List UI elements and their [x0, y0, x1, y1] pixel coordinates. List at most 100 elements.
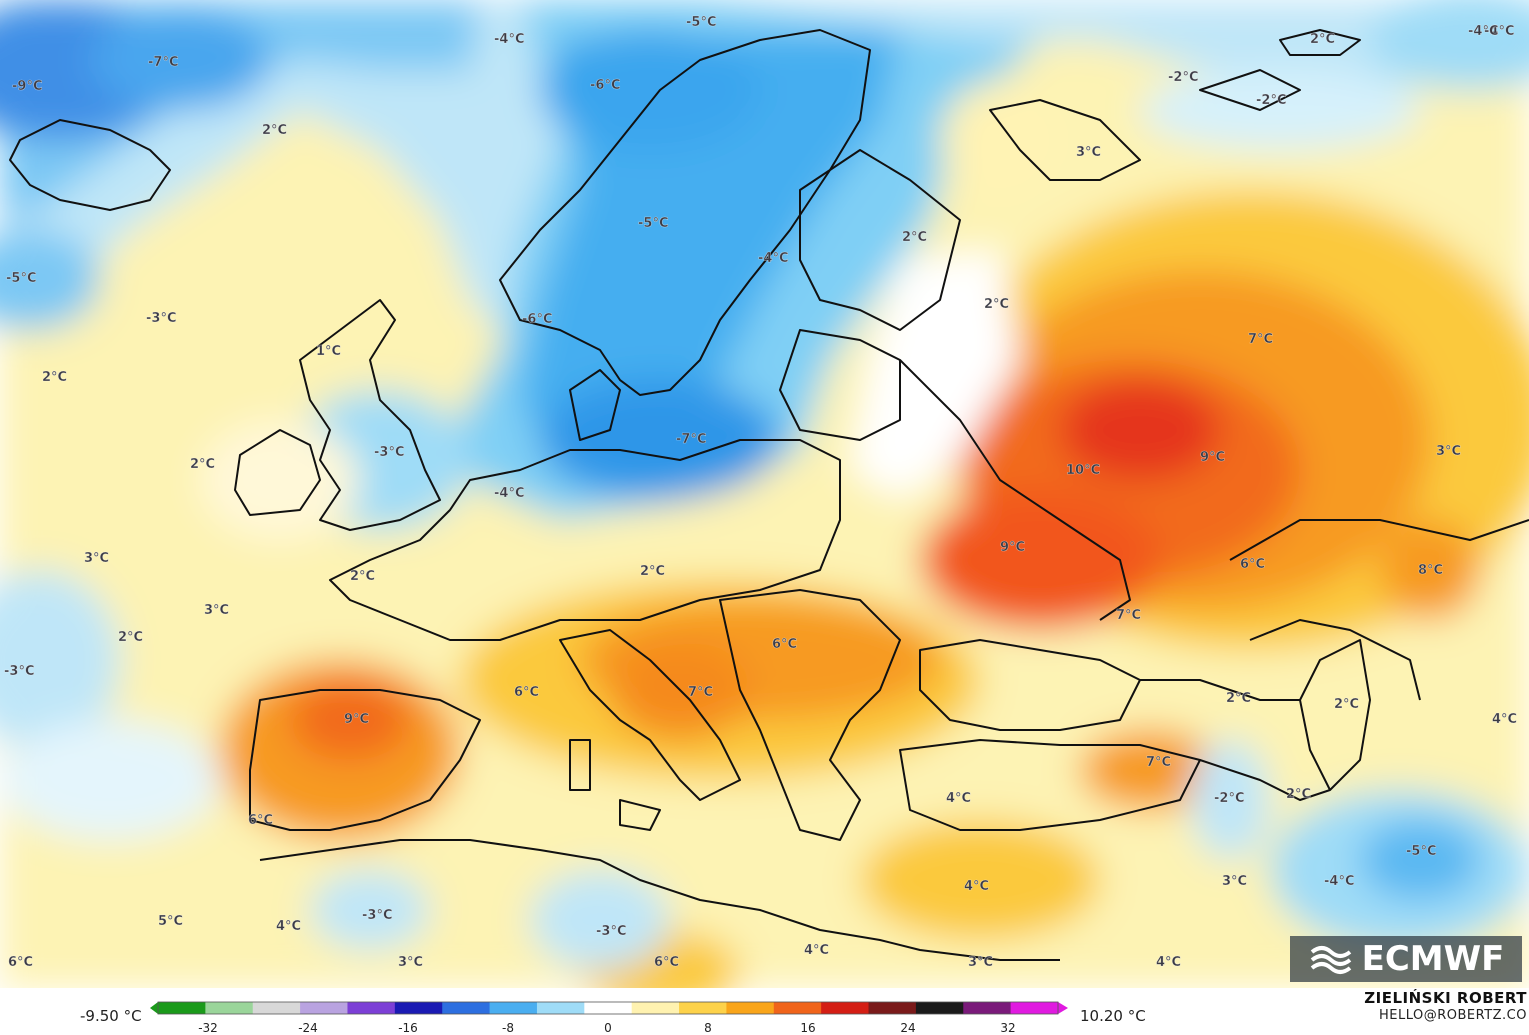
temperature-label: -5°C	[6, 271, 36, 286]
color-scale-segment	[773, 1002, 822, 1014]
color-scale-segment	[915, 1002, 964, 1014]
temperature-label: 2°C	[42, 370, 67, 385]
temperature-label: 9°C	[1000, 540, 1025, 555]
color-scale-tick: -16	[398, 1021, 418, 1035]
color-scale-segment	[158, 1002, 206, 1014]
temperature-label: -3°C	[146, 311, 176, 326]
temperature-label: 6°C	[514, 685, 539, 700]
temperature-label: 7°C	[688, 685, 713, 700]
temperature-label: 4°C	[946, 791, 971, 806]
color-scale-tick: 16	[800, 1021, 816, 1035]
temperature-label: 9°C	[344, 712, 369, 727]
color-scale-segment	[726, 1002, 775, 1014]
color-scale-segment	[631, 1002, 680, 1014]
temperature-label: -4°C	[1484, 24, 1514, 39]
temperature-label: 3°C	[968, 955, 993, 970]
color-scale-segment	[442, 1002, 491, 1014]
color-scale-tick: -32	[198, 1021, 218, 1035]
temperature-label: 1°C	[316, 344, 341, 359]
temperature-label: -2°C	[1214, 791, 1244, 806]
color-scale-segment	[679, 1002, 727, 1014]
temperature-label: 7°C	[1146, 755, 1171, 770]
temperature-label: 8°C	[1418, 563, 1443, 578]
temperature-label: 5°C	[158, 914, 183, 929]
temperature-label: 7°C	[1116, 608, 1141, 623]
color-scale-segment	[394, 1002, 443, 1014]
temperature-label: -2°C	[1168, 70, 1198, 85]
temperature-label: -3°C	[362, 908, 392, 923]
temperature-label: 9°C	[1200, 450, 1225, 465]
temperature-label: 3°C	[398, 955, 423, 970]
temperature-label: 3°C	[84, 551, 109, 566]
temperature-label: 3°C	[1222, 874, 1247, 889]
color-scale-segment	[252, 1002, 301, 1014]
temperature-label: -6°C	[590, 78, 620, 93]
temperature-label: -3°C	[374, 445, 404, 460]
temperature-label: 10°C	[1066, 463, 1100, 478]
temperature-label: 4°C	[276, 919, 301, 934]
temperature-label: -4°C	[494, 32, 524, 47]
color-scale-tick: -8	[502, 1021, 514, 1035]
color-scale-max-arrow	[1058, 1002, 1068, 1014]
color-scale-segment	[347, 1002, 396, 1014]
color-scale-segment	[536, 1002, 585, 1014]
temperature-label: 4°C	[964, 879, 989, 894]
color-scale-segment	[821, 1002, 870, 1014]
legend-max-value: 10.20 °C	[1080, 1007, 1146, 1025]
color-scale-segment	[489, 1002, 538, 1014]
temperature-label: -2°C	[1256, 93, 1286, 108]
temperature-label: 3°C	[204, 603, 229, 618]
temperature-label: 2°C	[640, 564, 665, 579]
author-name: ZIELIŃSKI ROBERT	[1364, 989, 1527, 1007]
temperature-label: 2°C	[118, 630, 143, 645]
temperature-label: -4°C	[1324, 874, 1354, 889]
temperature-label: -4°C	[1468, 24, 1498, 39]
temperature-label: 6°C	[772, 637, 797, 652]
temperature-label: -4°C	[758, 251, 788, 266]
temperature-field	[0, 0, 1529, 988]
temperature-label: -6°C	[522, 312, 552, 327]
color-scale-tick: 0	[604, 1021, 612, 1035]
author-email: HELLO@ROBERTZ.CO	[1378, 1008, 1527, 1023]
color-scale-segment	[868, 1002, 917, 1014]
color-scale-segment	[300, 1002, 348, 1014]
temperature-label: 2°C	[1226, 691, 1251, 706]
temperature-label: 2°C	[984, 297, 1009, 312]
temperature-label: 4°C	[1156, 955, 1181, 970]
color-scale-tick: 24	[900, 1021, 916, 1035]
temperature-label: -7°C	[676, 432, 706, 447]
temperature-label: 2°C	[902, 230, 927, 245]
color-scale-segment	[205, 1002, 254, 1014]
temperature-label: 2°C	[1286, 787, 1311, 802]
temperature-label: -4°C	[494, 486, 524, 501]
color-scale-tick: 32	[1000, 1021, 1016, 1035]
coastlines	[9, 29, 1529, 961]
temperature-label: -3°C	[4, 664, 34, 679]
ecmwf-wave-icon	[1310, 946, 1351, 974]
temperature-label: 2°C	[1310, 32, 1335, 47]
temperature-label: -5°C	[686, 15, 716, 30]
map-canvas: -9°C -7°C -4°C -5°C -6°C 2°C -2°C -2°C 2°C -4°C 3°…	[0, 0, 1529, 988]
color-scale-min-arrow	[150, 1002, 158, 1014]
color-scale-tick: -24	[298, 1021, 318, 1035]
temperature-label: 2°C	[190, 457, 215, 472]
temperature-label: 6°C	[248, 813, 273, 828]
temperature-label: 3°C	[1436, 444, 1461, 459]
temperature-label: -3°C	[596, 924, 626, 939]
temperature-label: 2°C	[350, 569, 375, 584]
legend-min-value: -9.50 °C	[80, 1007, 142, 1025]
color-scale-segment	[584, 1002, 633, 1014]
temperature-label: -9°C	[12, 79, 42, 94]
temperature-label: 6°C	[1240, 557, 1265, 572]
temperature-label: -5°C	[1406, 844, 1436, 859]
ecmwf-logo: ECMWF	[1290, 936, 1522, 982]
temperature-label: 4°C	[1492, 712, 1517, 727]
temperature-label: 6°C	[8, 955, 33, 970]
color-scale-tick: 8	[704, 1021, 712, 1035]
color-scale-segment	[1010, 1002, 1059, 1014]
color-scale-bar	[150, 1001, 1068, 1015]
temperature-label: 4°C	[804, 943, 829, 958]
temperature-label: -5°C	[638, 216, 668, 231]
legend-footer: -9.50 °C -32 -24 -16 -8 0 8 16 24 32 10.20 °C ZI…	[0, 988, 1529, 1035]
temperature-label: 7°C	[1248, 332, 1273, 347]
